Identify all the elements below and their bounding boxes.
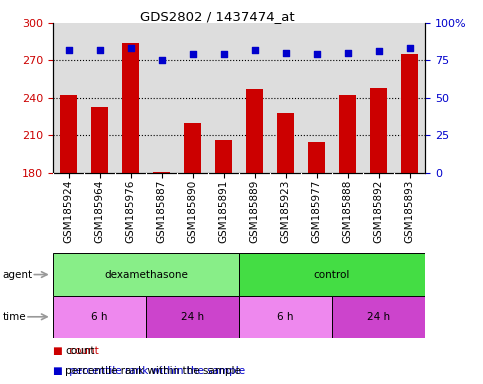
Text: GSM185976: GSM185976 (126, 179, 136, 243)
Text: GDS2802 / 1437474_at: GDS2802 / 1437474_at (140, 10, 295, 23)
Text: GSM185892: GSM185892 (373, 179, 384, 243)
Text: GSM185923: GSM185923 (281, 179, 291, 243)
Point (313, 51, 320, 58)
Point (375, 48, 383, 55)
Text: control: control (314, 270, 350, 280)
Bar (332, 296, 425, 338)
Bar (246, 89, 263, 173)
Point (406, 45, 413, 51)
Text: 24 h: 24 h (181, 312, 204, 322)
Bar (153, 172, 170, 173)
Text: GSM185891: GSM185891 (219, 179, 228, 243)
Bar (53, 253, 239, 296)
Text: GSM185964: GSM185964 (95, 179, 105, 243)
Text: 24 h: 24 h (367, 312, 390, 322)
Point (282, 50, 289, 56)
Text: time: time (2, 312, 26, 322)
Text: GSM185924: GSM185924 (64, 179, 73, 243)
Text: percentile rank within the sample: percentile rank within the sample (65, 366, 241, 376)
Bar (239, 296, 332, 338)
Text: GSM185977: GSM185977 (312, 179, 322, 243)
Text: 6 h: 6 h (91, 312, 108, 322)
Text: GSM185890: GSM185890 (187, 179, 198, 243)
Bar (53, 296, 146, 338)
Text: 6 h: 6 h (277, 312, 294, 322)
Bar (277, 113, 294, 173)
Point (96, 47, 103, 53)
Text: ■  percentile rank within the sample: ■ percentile rank within the sample (53, 366, 245, 376)
Bar (91, 107, 108, 173)
Point (220, 51, 227, 58)
Bar (122, 43, 139, 173)
Point (127, 45, 134, 51)
Text: ■  count: ■ count (53, 346, 99, 356)
Text: GSM185887: GSM185887 (156, 179, 167, 243)
Bar (401, 54, 418, 173)
Point (65, 47, 72, 53)
Bar (370, 88, 387, 173)
Point (158, 58, 166, 64)
Bar (60, 95, 77, 173)
Point (344, 50, 352, 56)
Text: GSM185888: GSM185888 (342, 179, 353, 243)
Bar (239, 253, 425, 296)
Bar (215, 140, 232, 173)
Text: GSM185889: GSM185889 (250, 179, 259, 243)
Bar (184, 123, 201, 173)
Point (251, 47, 258, 53)
Text: GSM185893: GSM185893 (405, 179, 414, 243)
Text: agent: agent (2, 270, 32, 280)
Text: dexamethasone: dexamethasone (104, 270, 188, 280)
Bar (339, 95, 356, 173)
Point (189, 51, 197, 58)
Bar (146, 296, 239, 338)
Bar (308, 142, 325, 173)
Text: count: count (65, 346, 95, 356)
